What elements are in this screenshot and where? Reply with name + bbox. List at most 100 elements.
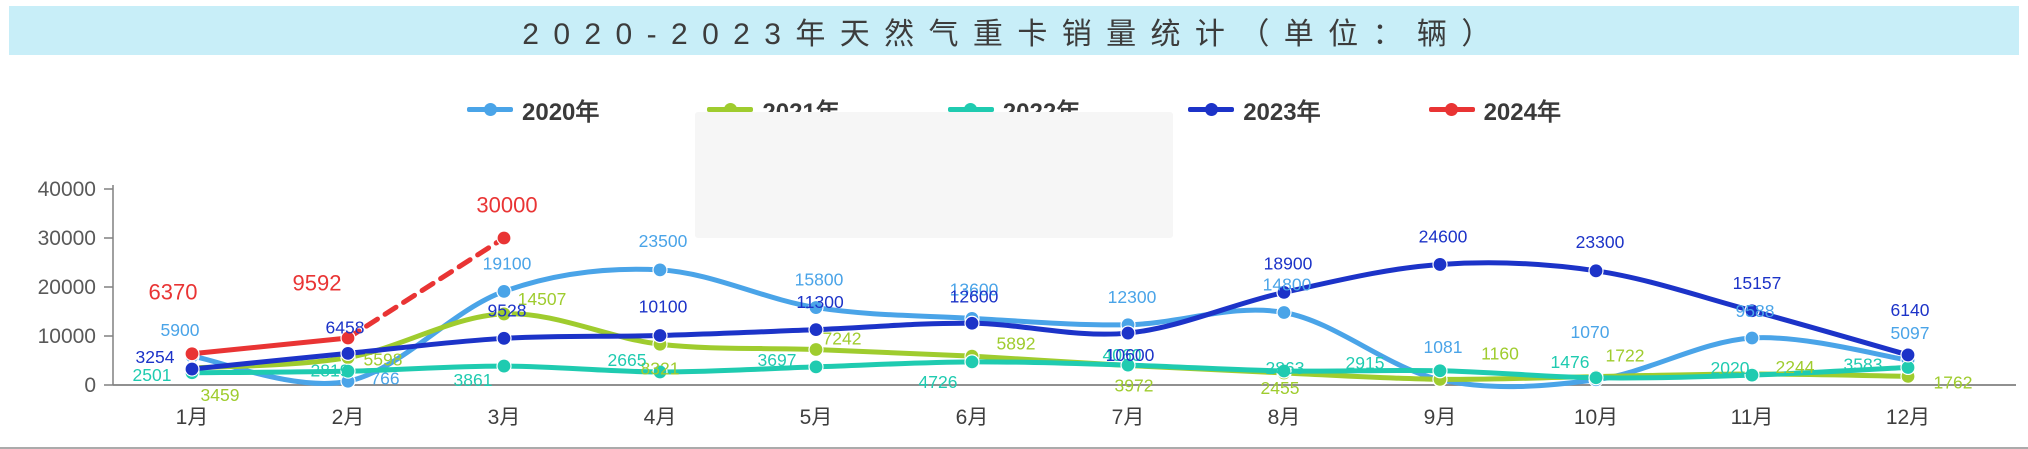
x-axis-label: 8月 <box>1268 406 1301 429</box>
data-point-3[interactable] <box>1744 303 1760 319</box>
legend-label: 2023年 <box>1243 99 1321 126</box>
data-point-2[interactable] <box>1744 367 1760 383</box>
data-point-2[interactable] <box>1588 370 1604 386</box>
x-axis-label: 3月 <box>488 406 521 429</box>
data-point-2[interactable] <box>1120 357 1136 373</box>
data-point-3[interactable] <box>964 315 980 331</box>
data-label-1: 14507 <box>518 289 567 309</box>
data-point-3[interactable] <box>496 330 512 346</box>
x-axis-label: 5月 <box>800 406 833 429</box>
data-label-1: 1722 <box>1606 346 1645 366</box>
chart-title: 2020-2023年天然气重卡销量统计（单位：辆） <box>9 6 2019 55</box>
data-point-2[interactable] <box>340 363 356 379</box>
data-label-3: 12600 <box>950 286 999 306</box>
x-axis-label: 10月 <box>1574 406 1618 429</box>
data-point-3[interactable] <box>1276 284 1292 300</box>
data-point-4[interactable] <box>340 330 356 346</box>
data-label-2: 2665 <box>608 350 647 370</box>
data-point-0[interactable] <box>1744 330 1760 346</box>
legend-label: 2024年 <box>1483 99 1561 126</box>
legend-item-0[interactable]: 2020年 <box>467 92 599 127</box>
data-point-2[interactable] <box>652 364 668 380</box>
data-point-2[interactable] <box>808 359 824 375</box>
data-point-4[interactable] <box>496 230 512 246</box>
data-label-2: 4726 <box>919 372 958 392</box>
data-label-0: 1070 <box>1571 322 1610 342</box>
data-label-4: 9592 <box>293 271 342 296</box>
data-label-1: 1160 <box>1481 343 1519 363</box>
y-axis-label: 0 <box>84 374 96 397</box>
window-bottom-edge <box>0 447 2028 449</box>
data-label-2: 1476 <box>1551 352 1590 372</box>
data-label-3: 10600 <box>1106 345 1155 365</box>
data-label-2: 2020 <box>1711 358 1750 378</box>
data-point-3[interactable] <box>1432 256 1448 273</box>
data-point-3[interactable] <box>1900 347 1916 363</box>
x-axis-label: 1月 <box>176 406 209 429</box>
data-point-2[interactable] <box>496 358 512 374</box>
data-label-0: 5097 <box>1891 323 1930 343</box>
data-label-0: 14800 <box>1263 275 1312 295</box>
x-axis-label: 6月 <box>956 406 989 429</box>
data-label-3: 10100 <box>639 297 688 317</box>
data-point-0[interactable] <box>652 262 668 278</box>
data-label-1: 5598 <box>364 350 403 370</box>
data-point-2[interactable] <box>964 354 980 370</box>
legend-line-dot-icon <box>1428 102 1475 117</box>
data-label-2: 2819 <box>311 360 350 380</box>
series-line-4 <box>345 235 507 341</box>
data-point-1[interactable] <box>808 341 824 358</box>
data-point-3[interactable] <box>808 322 824 338</box>
x-axis-label: 11月 <box>1731 406 1774 429</box>
data-label-0: 5900 <box>161 320 200 340</box>
data-label-2: 3861 <box>454 370 493 390</box>
data-point-1[interactable] <box>496 306 512 322</box>
data-point-3[interactable] <box>184 361 200 377</box>
legend-item-3[interactable]: 2023年 <box>1188 92 1321 127</box>
legend-item-4[interactable]: 2024年 <box>1428 92 1561 127</box>
y-axis-label: 40000 <box>38 178 96 201</box>
x-axis-label: 7月 <box>1112 406 1145 429</box>
x-axis-label: 9月 <box>1424 406 1457 429</box>
data-point-3[interactable] <box>652 327 668 344</box>
data-point-3[interactable] <box>340 345 356 361</box>
data-point-0[interactable] <box>496 283 512 300</box>
data-label-2: 2863 <box>1266 358 1305 378</box>
series-line-4 <box>189 335 351 357</box>
data-point-0[interactable] <box>808 299 824 316</box>
data-point-4[interactable] <box>184 346 200 362</box>
data-label-1: 7242 <box>823 329 862 349</box>
data-point-2[interactable] <box>1432 363 1448 379</box>
y-axis-label: 30000 <box>38 227 96 250</box>
data-point-2[interactable] <box>1276 363 1292 379</box>
x-axis-label: 4月 <box>644 406 677 429</box>
y-axis-label: 20000 <box>38 276 96 299</box>
series-line-2 <box>189 359 1911 381</box>
data-label-0: 23500 <box>639 231 688 251</box>
data-label-2: 2501 <box>133 365 172 385</box>
data-label-0: 15800 <box>795 270 844 290</box>
series-line-3 <box>189 260 1911 372</box>
data-point-2[interactable] <box>1900 359 1916 376</box>
data-label-3: 9528 <box>488 300 527 320</box>
data-label-0: 12300 <box>1108 287 1157 307</box>
data-label-0: 13600 <box>950 279 999 299</box>
data-label-1: 3972 <box>1115 376 1154 396</box>
data-point-0[interactable] <box>1276 304 1292 321</box>
data-label-1: 1762 <box>1934 372 1973 392</box>
data-point-3[interactable] <box>1120 325 1136 341</box>
data-label-1: 2244 <box>1776 357 1815 377</box>
data-label-3: 18900 <box>1264 254 1313 274</box>
data-point-3[interactable] <box>1588 263 1604 279</box>
data-label-0: 766 <box>370 368 399 388</box>
data-label-1: 2455 <box>1261 378 1300 398</box>
data-label-3: 23300 <box>1576 232 1625 252</box>
data-label-0: 1081 <box>1424 337 1463 357</box>
data-label-4: 30000 <box>476 193 537 218</box>
data-label-3: 15157 <box>1733 273 1782 293</box>
data-label-3: 6458 <box>326 317 365 337</box>
data-label-2: 2915 <box>1346 353 1385 373</box>
data-label-1: 5892 <box>997 333 1036 353</box>
